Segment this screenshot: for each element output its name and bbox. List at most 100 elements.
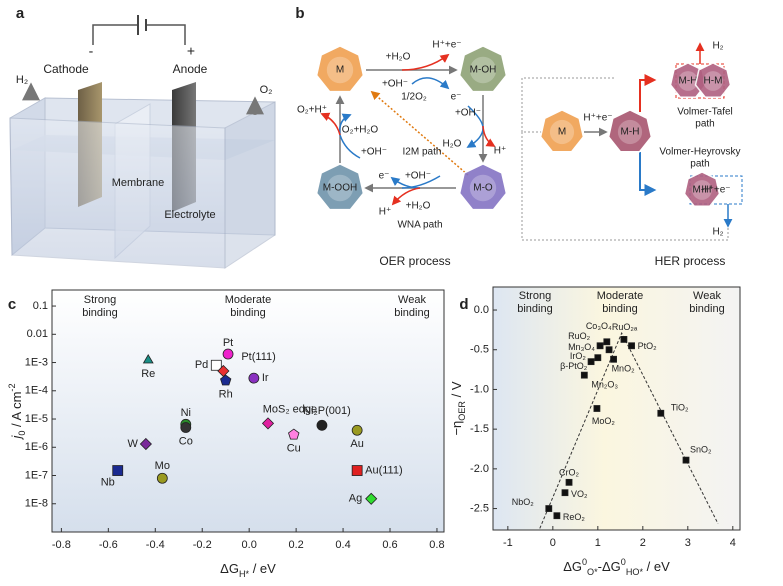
plot-background: [51, 289, 445, 533]
point: [180, 422, 192, 433]
node-core: [469, 56, 497, 84]
step-label: H₂: [712, 41, 723, 52]
step-label: H⁺: [379, 207, 392, 218]
point-label: TiO₂: [671, 403, 689, 413]
x-tick-label: -0.4: [146, 539, 165, 551]
point-label: Ni: [181, 407, 191, 419]
point: [657, 409, 665, 417]
tank-front: [9, 117, 226, 269]
panel-label: c: [8, 296, 16, 313]
point: [351, 424, 363, 436]
label-part: −η: [449, 421, 464, 436]
label-part: -2: [7, 383, 17, 391]
node: M-H: [669, 62, 707, 98]
path-label: I2M path: [403, 147, 442, 158]
x-tick-label: 4: [730, 537, 736, 549]
label-part: / A cm: [9, 392, 24, 431]
path-label: path: [690, 159, 709, 170]
point-label: Pt: [223, 337, 233, 349]
y-tick-label: 1E-5: [25, 413, 48, 425]
label-part: / eV: [643, 559, 670, 574]
y-tick-label: 1E-8: [25, 498, 48, 510]
node: M-H: [607, 109, 653, 153]
x-tick-label: 0.0: [242, 539, 257, 551]
label-electrolyte: Electrolyte: [164, 209, 215, 221]
arrow: [639, 74, 657, 112]
step-label: O₂+H⁺: [297, 105, 327, 116]
node-core: [326, 174, 354, 202]
point: [593, 405, 601, 412]
point-label: RuO₂: [568, 331, 591, 341]
point: [620, 336, 628, 343]
arrow: [401, 175, 441, 189]
label-anode: Anode: [173, 62, 208, 76]
loop: [521, 132, 729, 241]
point: [222, 348, 234, 360]
point: [288, 428, 300, 440]
point-label: Ag: [349, 493, 362, 505]
annotation: Moderate: [597, 290, 643, 302]
y-tick-label: 0.0: [474, 304, 489, 316]
point-label: Ni₂P(001): [303, 405, 351, 417]
point-label: Cu: [287, 443, 301, 455]
point: [561, 489, 569, 497]
path-label: Volmer-Heyrovsky: [659, 147, 740, 158]
label-plus: +: [187, 43, 195, 59]
x-tick-label: -0.6: [99, 539, 118, 551]
point-label: NbO₂: [512, 497, 535, 507]
x-tick-label: 0: [550, 537, 556, 549]
point-label: Mn₃O₄: [568, 342, 595, 352]
point-label: Pd: [195, 359, 208, 371]
point-label: VO₂: [571, 489, 588, 499]
node-core: [703, 71, 723, 91]
annotation: binding: [230, 307, 265, 319]
label-part: ΔG: [220, 561, 239, 576]
x-tick-label: -0.2: [193, 539, 212, 551]
label-o2: O₂: [260, 84, 273, 96]
label-part: OER: [457, 401, 467, 421]
step-label: +H₂O: [406, 201, 431, 212]
label-part: 0: [621, 557, 626, 567]
point-label: ReO₂: [563, 512, 586, 522]
point-label: Co₃O₄: [586, 321, 612, 331]
point-label: SnO₂: [690, 444, 712, 454]
point: [610, 355, 617, 363]
x-tick-label: 2: [640, 537, 646, 549]
point: [682, 456, 690, 464]
label-part: O*: [587, 567, 598, 577]
process-label: HER process: [655, 254, 726, 268]
point-label: Re: [141, 368, 155, 380]
arrow: [482, 125, 496, 147]
node-core: [326, 56, 354, 84]
label-minus: -: [89, 43, 94, 59]
label-part: ΔG: [563, 559, 582, 574]
x-tick-label: 1: [595, 537, 601, 549]
node-label: M: [558, 127, 566, 138]
point-label: PtO₂: [638, 341, 658, 351]
label-part: / V: [449, 381, 464, 401]
point: [156, 472, 168, 484]
point: [545, 505, 553, 512]
step-label: 1/2O₂: [401, 92, 427, 103]
y-tick-label: -2.0: [470, 463, 489, 475]
step-label: +OH⁻: [405, 171, 431, 182]
panel-label: b: [295, 5, 304, 22]
path-label: Volmer-Tafel: [677, 107, 733, 118]
loop: [521, 77, 615, 133]
point: [210, 359, 222, 371]
annotation: binding: [82, 307, 117, 319]
label-label: a: [16, 5, 25, 22]
point-label: MoO₂: [592, 416, 616, 426]
x-axis-label: ΔG0O*-ΔG0HO* / eV: [563, 557, 670, 577]
x-tick-label: 3: [685, 537, 691, 549]
point: [565, 478, 573, 486]
point-label: Rh: [219, 388, 233, 400]
panel-b: b M M-OH M-O M-OOH M M-H M-H H-M M-H +H₂O H⁺+e⁻ +OH⁻…: [295, 5, 743, 268]
x-tick-label: 0.2: [288, 539, 303, 551]
node: M-O: [458, 163, 508, 211]
label-part: H*: [239, 569, 250, 579]
node-core: [678, 71, 698, 91]
point-label: RuO₂ₐ: [612, 322, 638, 332]
annotation: Strong: [84, 294, 116, 306]
annotation: Moderate: [225, 294, 271, 306]
